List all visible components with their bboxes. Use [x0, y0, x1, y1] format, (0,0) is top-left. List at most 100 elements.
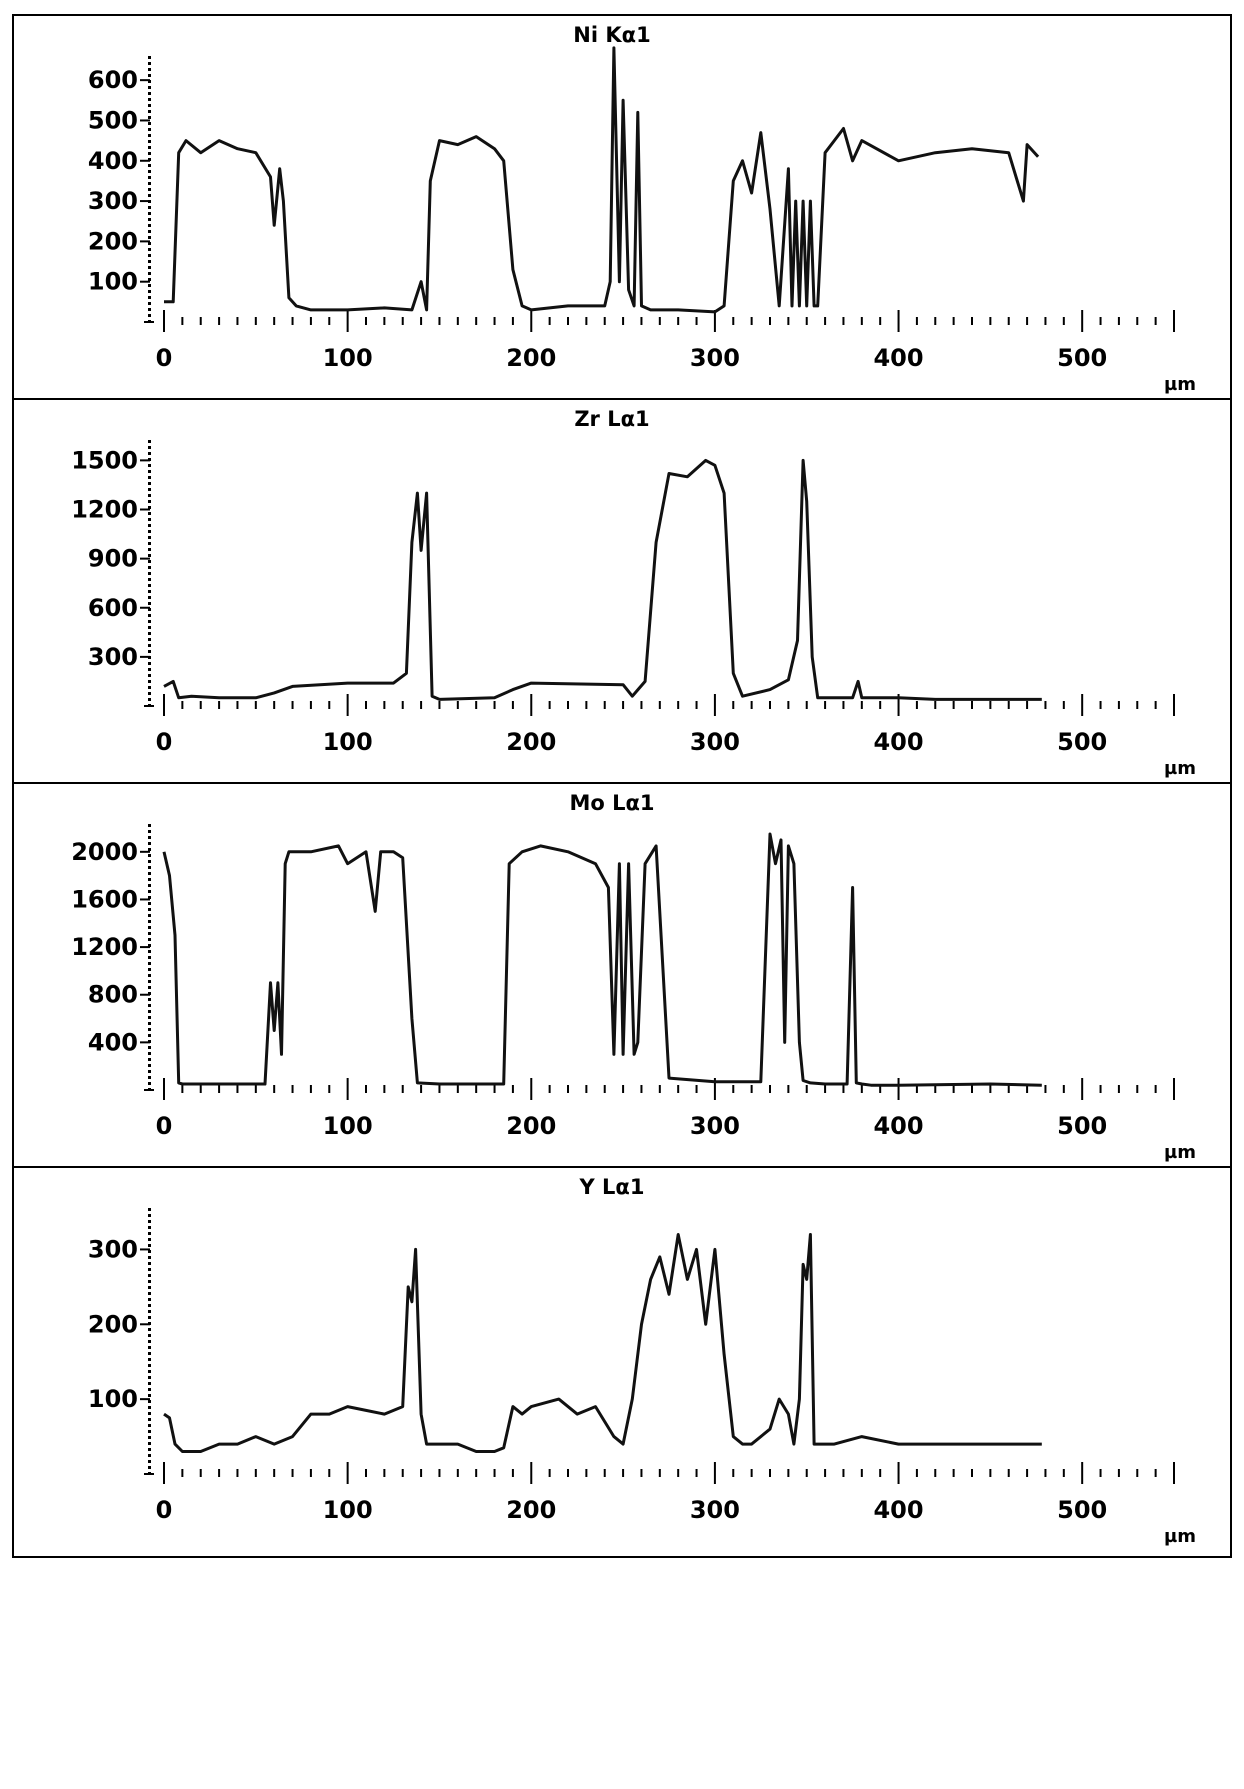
chart-y: Y Lα1 100 200 300 0 100 200 300 400 500 µm: [88, 1175, 1196, 1547]
y-axis-dot: [148, 914, 151, 917]
y-axis-dot: [148, 1430, 151, 1433]
y-axis-dot: [148, 1448, 151, 1451]
y-axis-dot: [148, 1442, 151, 1445]
y-axis-dot: [148, 194, 151, 197]
y-tick-label: 200: [88, 227, 138, 255]
x-tick-label: 100: [323, 1112, 373, 1140]
y-axis-dot: [148, 1082, 151, 1085]
y-axis-dot: [148, 986, 151, 989]
y-axis: 100 200 300 400 500 600: [88, 56, 151, 323]
y-axis-dot: [148, 1460, 151, 1463]
y-tick-label: 2000: [71, 838, 138, 866]
y-axis-dot: [148, 608, 151, 611]
y-axis-dot: [148, 1454, 151, 1457]
panel-zr: Zr Lα1 300 600 900 1200 1500 0 100 200 300 400 500 µ…: [12, 398, 1232, 784]
y-tick-label: 400: [88, 147, 138, 175]
x-tick-label: 300: [690, 1496, 740, 1524]
y-axis-dot: [148, 92, 151, 95]
y-axis-dot: [148, 1046, 151, 1049]
y-axis-dot: [148, 1076, 151, 1079]
y-axis-dot: [148, 452, 151, 455]
y-axis-dot: [148, 1466, 151, 1469]
y-axis-dot: [148, 632, 151, 635]
panel-y: Y Lα1 100 200 300 0 100 200 300 400 500 µm: [12, 1166, 1232, 1558]
y-axis-dot: [148, 1310, 151, 1313]
y-axis-dot: [148, 1304, 151, 1307]
x-tick-label: 400: [873, 1496, 923, 1524]
x-tick-label: 300: [690, 1112, 740, 1140]
y-axis-dot: [148, 1070, 151, 1073]
y-axis-dot: [148, 1262, 151, 1265]
x-tick-label: 100: [323, 344, 373, 372]
x-tick-label: 0: [156, 728, 173, 756]
y-axis-dot: [148, 1292, 151, 1295]
y-axis-dot: [148, 1064, 151, 1067]
y-axis: 100 200 300: [88, 1208, 151, 1475]
y-axis-dot: [148, 1436, 151, 1439]
y-axis-dot: [148, 1370, 151, 1373]
x-tick-label: 200: [506, 1496, 556, 1524]
y-axis-dot: [148, 260, 151, 263]
y-axis-dot: [148, 578, 151, 581]
y-tick-label: 1200: [71, 933, 138, 961]
y-axis: 400 800 1200 1600 2000: [71, 824, 151, 1091]
y-axis-dot: [148, 686, 151, 689]
y-axis-dot: [148, 836, 151, 839]
series-line: [164, 46, 1040, 314]
y-axis-dot: [148, 908, 151, 911]
y-axis-dot: [148, 122, 151, 125]
y-axis-dot: [148, 668, 151, 671]
y-axis-dot: [148, 1052, 151, 1055]
y-axis-dot: [148, 1220, 151, 1223]
y-axis-dot: [148, 68, 151, 71]
y-axis-dot: [148, 1208, 151, 1211]
y-axis-dot: [148, 170, 151, 173]
y-axis-dot: [148, 956, 151, 959]
y-axis-dot: [148, 236, 151, 239]
y-axis-dot: [148, 614, 151, 617]
y-tick-label: 300: [88, 187, 138, 215]
y-axis-dot: [148, 254, 151, 257]
y-axis-dot: [148, 506, 151, 509]
y-axis-dot: [148, 182, 151, 185]
y-axis-dot: [148, 1400, 151, 1403]
x-axis-unit: µm: [1164, 374, 1196, 395]
y-axis-dot: [148, 224, 151, 227]
y-axis-dot: [148, 1238, 151, 1241]
y-axis-dot: [148, 944, 151, 947]
x-tick-label: 100: [323, 1496, 373, 1524]
y-axis-dot: [148, 902, 151, 905]
y-axis-dot: [148, 314, 151, 317]
x-axis-unit: µm: [1164, 1142, 1196, 1163]
y-axis-dot: [148, 926, 151, 929]
y-axis-dot: [148, 566, 151, 569]
panel-mo: Mo Lα1 400 800 1200 1600 2000 0 100 200 300 400 500…: [12, 782, 1232, 1168]
y-axis-dot: [148, 1334, 151, 1337]
y-axis-dot: [148, 128, 151, 131]
series-line: [163, 1233, 1042, 1453]
x-tick-label: 0: [156, 1112, 173, 1140]
y-axis-dot: [148, 638, 151, 641]
y-axis-dot: [148, 896, 151, 899]
y-axis-dot: [148, 98, 151, 101]
y-axis-dot: [148, 530, 151, 533]
y-axis-dot: [148, 872, 151, 875]
y-axis-dot: [148, 272, 151, 275]
y-axis-dot: [148, 854, 151, 857]
y-axis-dot: [148, 560, 151, 563]
y-axis-dot: [148, 920, 151, 923]
y-axis-dot: [148, 992, 151, 995]
y-axis-dot: [148, 446, 151, 449]
y-axis-dot: [148, 110, 151, 113]
y-axis-dot: [148, 524, 151, 527]
x-tick-label: 300: [690, 728, 740, 756]
chart-title: Zr Lα1: [574, 407, 649, 431]
y-axis-dot: [148, 1214, 151, 1217]
y-axis-dot: [148, 152, 151, 155]
y-axis-dot: [148, 644, 151, 647]
y-tick-label: 600: [88, 66, 138, 94]
y-axis-dot: [148, 308, 151, 311]
chart-title: Mo Lα1: [569, 791, 654, 815]
y-axis-dot: [148, 1010, 151, 1013]
y-axis-dot: [148, 662, 151, 665]
